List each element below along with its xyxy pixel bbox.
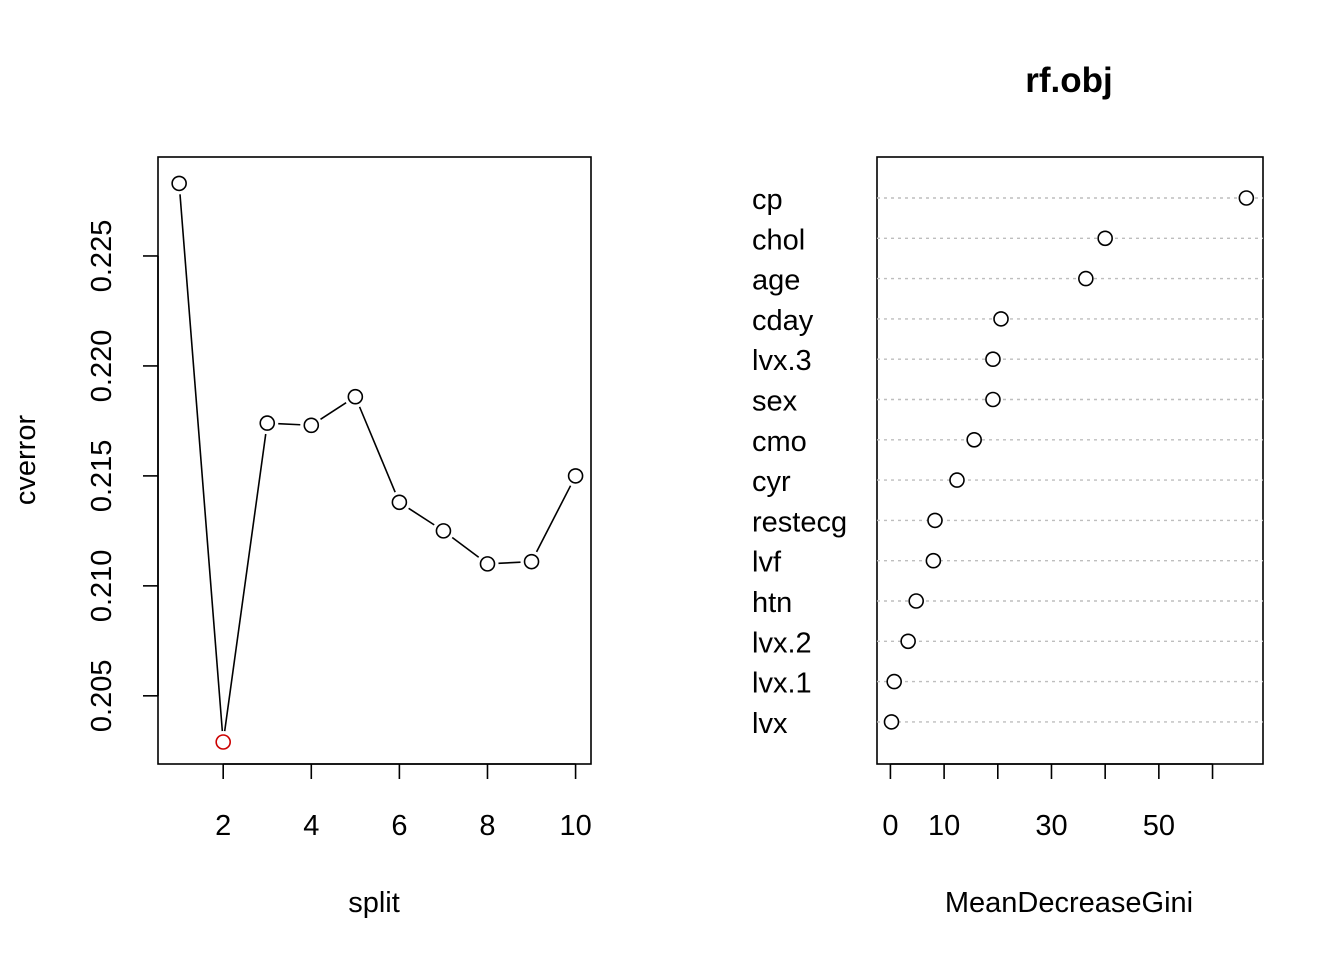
dot-cmo xyxy=(966,431,982,448)
category-label-lvx: lvx xyxy=(752,708,788,740)
dot-lvf xyxy=(925,552,942,569)
right-x-tick-label: 10 xyxy=(928,810,960,842)
dot-sex xyxy=(985,391,1001,408)
line-segment-8 xyxy=(498,561,521,565)
data-point-4 xyxy=(303,417,320,434)
right-x-tick-label: 0 xyxy=(882,810,898,842)
data-point-5 xyxy=(347,388,364,405)
category-label-lvf: lvf xyxy=(752,547,782,579)
dot-age xyxy=(1078,270,1094,287)
left-plot-frame xyxy=(157,156,592,765)
dot-chol xyxy=(1097,230,1113,247)
category-label-htn: htn xyxy=(752,587,792,619)
left-x-axis: 2 4 6 8 10 xyxy=(215,763,592,842)
line-segment-1 xyxy=(179,194,224,732)
data-point-8 xyxy=(479,556,496,572)
left-x-tick-label: 8 xyxy=(479,810,495,842)
right-x-tick-label: 30 xyxy=(1035,810,1067,842)
left-x-tick-label: 6 xyxy=(391,810,407,842)
left-y-tick-label: 0.205 xyxy=(86,660,118,733)
left-chart: 2 4 6 8 10 0.205 0.210 0.215 0.220 0.225 split c… xyxy=(10,156,592,919)
left-y-tick-label: 0.210 xyxy=(86,550,118,623)
category-label-age: age xyxy=(752,265,800,297)
category-label-cyr: cyr xyxy=(752,466,791,498)
data-point-1 xyxy=(171,175,187,192)
dot-lvx.2 xyxy=(900,633,916,650)
right-plot-frame xyxy=(876,156,1264,765)
data-point-7 xyxy=(435,523,452,539)
left-y-tick-label: 0.220 xyxy=(86,330,118,403)
line-segment-4 xyxy=(320,402,347,420)
dot-cyr xyxy=(949,472,965,488)
line-segment-6 xyxy=(408,507,435,526)
dot-cday xyxy=(993,311,1009,327)
right-grid-lines xyxy=(877,197,1263,723)
min-point-highlight xyxy=(215,734,231,750)
left-y-tick-label: 0.225 xyxy=(86,220,118,293)
right-series-points xyxy=(883,190,1255,730)
data-point-6 xyxy=(391,494,408,511)
left-x-tick-label: 4 xyxy=(303,810,319,842)
left-y-axis-label: cverror xyxy=(10,415,42,506)
left-series-line xyxy=(179,194,572,732)
right-x-axis-label: MeanDecreaseGini xyxy=(945,887,1193,919)
data-point-10 xyxy=(567,468,584,484)
data-point-9 xyxy=(523,553,540,570)
right-category-labels: cp chol age cday lvx.3 sex cmo cyr restecg lvf htn… xyxy=(752,184,847,740)
line-segment-5 xyxy=(358,406,396,493)
right-x-axis: 0 10 30 50 xyxy=(882,763,1214,842)
dot-htn xyxy=(908,593,924,609)
right-chart: rf.obj cp chol age cday lvx.3 sex cmo cyr restec… xyxy=(752,61,1264,919)
dot-lvx.1 xyxy=(886,673,902,690)
dot-lvx.3 xyxy=(985,351,1001,368)
category-label-cmo: cmo xyxy=(752,426,807,458)
category-label-lvx.3: lvx.3 xyxy=(752,345,812,377)
category-label-lvx.2: lvx.2 xyxy=(752,627,812,659)
category-label-chol: chol xyxy=(752,224,805,256)
dot-restecg xyxy=(927,512,943,529)
left-x-axis-label: split xyxy=(348,887,400,919)
data-point-3 xyxy=(259,415,276,431)
dot-lvx xyxy=(883,714,900,730)
line-segment-9 xyxy=(535,485,572,553)
dot-cp xyxy=(1238,190,1255,206)
category-label-restecg: restecg xyxy=(752,506,847,538)
category-label-cday: cday xyxy=(752,305,814,337)
left-x-tick-label: 10 xyxy=(559,810,591,842)
category-label-cp: cp xyxy=(752,184,783,216)
left-x-tick-label: 2 xyxy=(215,810,231,842)
left-y-axis: 0.205 0.210 0.215 0.220 0.225 xyxy=(86,220,159,733)
line-segment-3 xyxy=(278,422,301,426)
category-label-lvx.1: lvx.1 xyxy=(752,668,812,700)
category-label-sex: sex xyxy=(752,386,798,418)
line-segment-7 xyxy=(451,536,480,558)
left-series-points xyxy=(171,175,584,750)
line-segment-2 xyxy=(223,433,267,732)
left-y-tick-label: 0.215 xyxy=(86,440,118,513)
right-x-tick-label: 50 xyxy=(1143,810,1175,842)
right-chart-title: rf.obj xyxy=(1025,61,1112,100)
